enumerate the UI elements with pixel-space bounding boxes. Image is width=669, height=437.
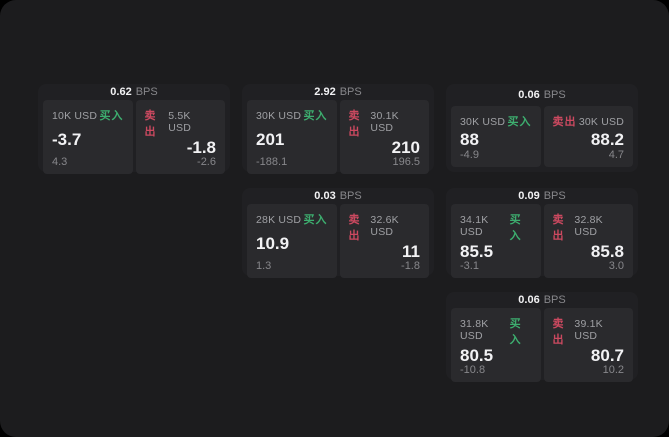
sell-amount: 39.1K USD (574, 318, 603, 342)
spread-header: 0.03 BPS (242, 188, 434, 202)
buy-amount: 30K USD (460, 116, 506, 128)
sell-side-label: 卖出 (144, 110, 157, 138)
buy-side-label: 买入 (509, 214, 522, 242)
sell-panel[interactable]: 卖出 39.1K USD 80.7 10.2 (543, 308, 633, 382)
buy-side-label: 买入 (303, 110, 328, 122)
buy-amount: 28K USD (256, 214, 302, 226)
sell-amount: 5.5K USD (168, 110, 192, 134)
spread-value: 0.03 (314, 190, 336, 202)
sell-delta: -2.6 (197, 156, 216, 168)
buy-side-label: 买入 (303, 214, 328, 226)
buy-price: 80.5 (460, 346, 494, 365)
buy-delta: 1.3 (256, 260, 272, 272)
sell-price: 88.2 (590, 129, 624, 149)
buy-panel[interactable]: 30K USD 买入 88 -4.9 (451, 106, 541, 167)
quote-card[interactable]: 0.03 BPS 28K USD 买入 10.9 1.3 卖出 32.6K US… (242, 188, 434, 278)
sell-price: 11 (402, 242, 420, 261)
sell-amount: 32.8K USD (574, 214, 603, 238)
buy-amount: 31.8K USD (460, 318, 489, 342)
sell-side-label: 卖出 (348, 214, 361, 242)
spread-value: 0.09 (518, 190, 540, 202)
spread-header: 2.92 BPS (242, 84, 434, 98)
buy-panel[interactable]: 10K USD 买入 -3.7 4.3 (43, 100, 133, 174)
sell-side-label: 卖出 (552, 318, 565, 346)
quote-card[interactable]: 2.92 BPS 30K USD 买入 201 -188.1 卖出 30.1K … (242, 84, 434, 174)
buy-price: 201 (256, 130, 285, 149)
sell-amount: 30.1K USD (370, 110, 399, 134)
sell-delta: 196.5 (392, 156, 420, 168)
sell-panel[interactable]: 卖出 32.6K USD 11 -1.8 (339, 204, 429, 278)
buy-panel[interactable]: 28K USD 买入 10.9 1.3 (247, 204, 337, 278)
buy-amount: 30K USD (256, 110, 302, 122)
sell-panel[interactable]: 卖出 30.1K USD 210 196.5 (339, 100, 429, 174)
sell-amount: 32.6K USD (370, 214, 399, 238)
spread-header: 0.09 BPS (446, 188, 638, 202)
buy-price: 88 (460, 129, 479, 149)
sell-side-label: 卖出 (552, 116, 577, 128)
sell-price: 210 (391, 138, 420, 157)
buy-amount: 34.1K USD (460, 214, 489, 238)
bps-unit-label: BPS (543, 89, 566, 101)
quote-card-grid: 0.62 BPS 10K USD 买入 -3.7 4.3 卖出 5.5K USD (38, 84, 638, 382)
buy-amount: 10K USD (52, 110, 98, 122)
quote-card[interactable]: 0.06 BPS 30K USD 买入 88 -4.9 卖出 30K USD (446, 84, 638, 172)
sell-delta: 4.7 (608, 149, 624, 161)
bps-unit-label: BPS (339, 190, 362, 202)
sell-price: -1.8 (186, 138, 216, 157)
buy-delta: -188.1 (256, 156, 288, 168)
bps-unit-label: BPS (543, 190, 566, 202)
bps-unit-label: BPS (339, 86, 362, 98)
bps-unit-label: BPS (135, 86, 158, 98)
quote-card[interactable]: 0.09 BPS 34.1K USD 买入 85.5 -3.1 卖出 32.8K… (446, 188, 638, 278)
buy-delta: -4.9 (460, 149, 479, 161)
buy-side-label: 买入 (99, 110, 124, 122)
buy-price: -3.7 (52, 130, 82, 149)
spread-value: 0.06 (518, 89, 540, 101)
sell-side-label: 卖出 (348, 110, 361, 138)
buy-side-label: 买入 (509, 318, 522, 346)
spread-header: 0.06 BPS (446, 84, 638, 104)
buy-price: 85.5 (460, 242, 494, 261)
bps-unit-label: BPS (543, 294, 566, 306)
sell-delta: 3.0 (608, 260, 624, 272)
spread-header: 0.62 BPS (38, 84, 230, 98)
sell-side-label: 卖出 (552, 214, 565, 242)
buy-side-label: 买入 (507, 116, 532, 128)
sell-panel[interactable]: 卖出 32.8K USD 85.8 3.0 (543, 204, 633, 278)
spread-value: 0.62 (110, 86, 132, 98)
quote-card[interactable]: 0.62 BPS 10K USD 买入 -3.7 4.3 卖出 5.5K USD (38, 84, 230, 174)
sell-panel[interactable]: 卖出 5.5K USD -1.8 -2.6 (135, 100, 225, 174)
quote-card[interactable]: 0.06 BPS 31.8K USD 买入 80.5 -10.8 卖出 39.1… (446, 292, 638, 382)
buy-delta: -10.8 (460, 364, 486, 376)
spread-value: 0.06 (518, 294, 540, 306)
buy-panel[interactable]: 31.8K USD 买入 80.5 -10.8 (451, 308, 541, 382)
sell-price: 80.7 (590, 346, 624, 365)
spread-value: 2.92 (314, 86, 336, 98)
sell-delta: 10.2 (602, 364, 624, 376)
buy-delta: -3.1 (460, 260, 479, 272)
sell-panel[interactable]: 卖出 30K USD 88.2 4.7 (543, 106, 633, 167)
sell-price: 85.8 (590, 242, 624, 261)
buy-panel[interactable]: 34.1K USD 买入 85.5 -3.1 (451, 204, 541, 278)
buy-price: 10.9 (256, 234, 290, 253)
buy-panel[interactable]: 30K USD 买入 201 -188.1 (247, 100, 337, 174)
sell-delta: -1.8 (401, 260, 420, 272)
spread-header: 0.06 BPS (446, 292, 638, 306)
buy-delta: 4.3 (52, 156, 68, 168)
sell-amount: 30K USD (578, 116, 624, 128)
